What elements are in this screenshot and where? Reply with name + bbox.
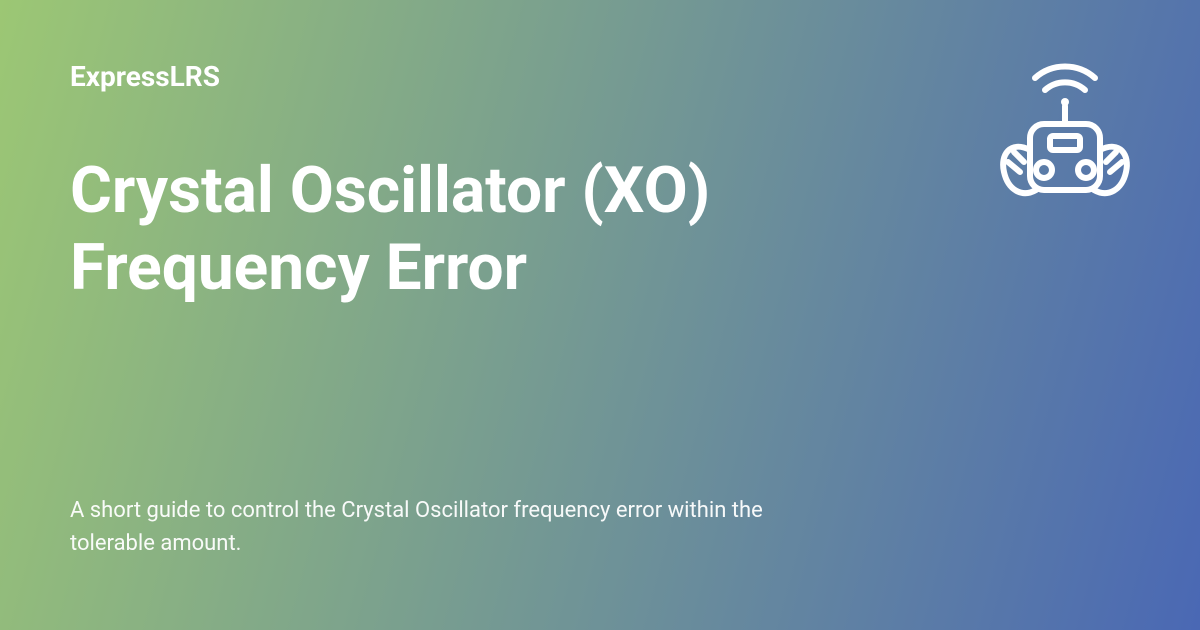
page-description: A short guide to control the Crystal Osc… bbox=[70, 494, 830, 560]
page-title: Crystal Oscillator (XO) Frequency Error bbox=[70, 153, 850, 307]
brand-name: ExpressLRS bbox=[70, 60, 1130, 93]
rc-transmitter-icon bbox=[990, 40, 1140, 210]
